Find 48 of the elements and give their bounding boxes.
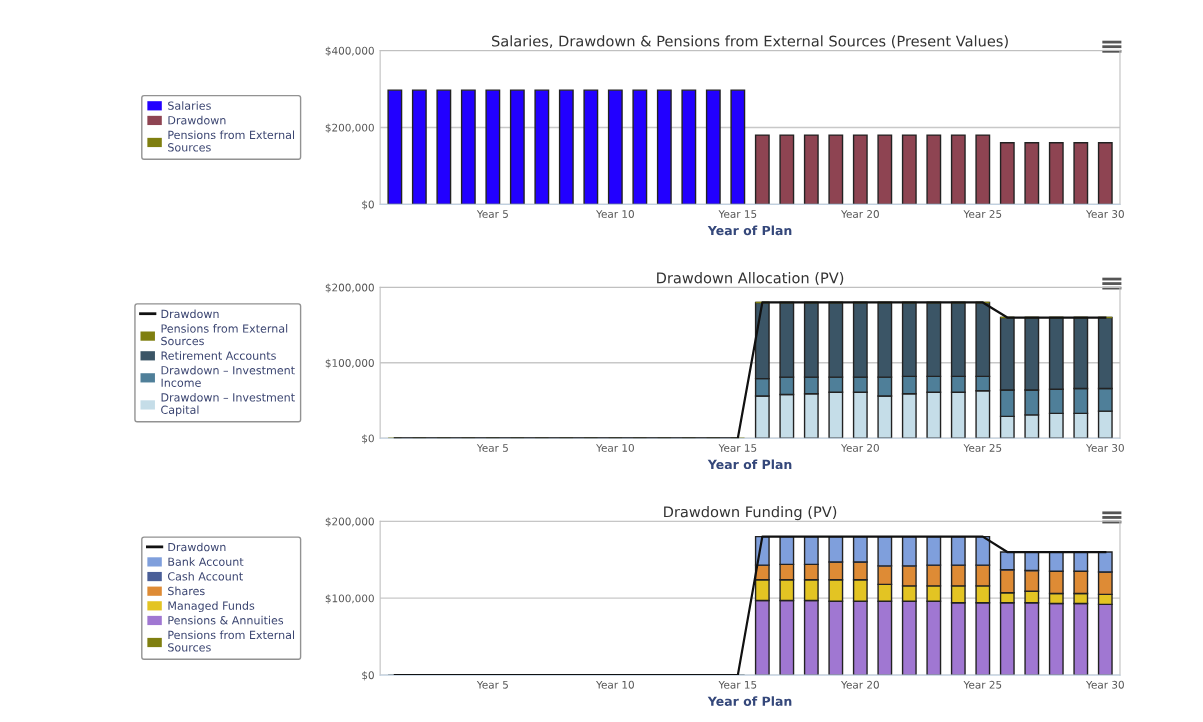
legend-label: Managed Funds — [168, 601, 255, 612]
chart-title: Drawdown Funding (PV) — [664, 506, 837, 521]
legend-label: Drawdown – Investment Capital — [161, 392, 295, 417]
x-tick-label: Year 20 — [840, 210, 879, 218]
x-tick-label: Year 25 — [963, 680, 1002, 689]
x-tick-label: Year 5 — [476, 210, 508, 218]
x-tick-label: Year 15 — [718, 210, 757, 218]
legend-label: Drawdown — [168, 115, 226, 125]
x-tick-label: Year 10 — [596, 443, 634, 452]
x-tick-label: Year 30 — [1085, 210, 1124, 218]
legend-label: Shares — [168, 586, 205, 596]
x-tick-label: Year 5 — [476, 444, 508, 452]
y-tick-label: $100,000 — [325, 358, 374, 369]
chart-title: Salaries, Drawdown & Pensions from External Sources (Present Values) — [492, 35, 1008, 49]
y-tick-label: $0 — [362, 200, 374, 210]
legend-label: Salaries — [168, 101, 211, 110]
x-tick-label: Year 15 — [718, 444, 757, 452]
legend-label: Pensions from External Sources — [168, 130, 295, 152]
y-tick-label: $200,000 — [325, 123, 374, 133]
x-tick-label: Year 25 — [963, 210, 1002, 218]
y-tick-label: $0 — [362, 434, 374, 444]
x-tick-label: Year 20 — [840, 443, 879, 452]
legend-label: Pensions from External Sources — [161, 324, 288, 346]
legend-label: Drawdown – Investment Income — [161, 365, 295, 387]
legend-label: Pensions from External Sources — [168, 630, 295, 652]
x-tick-label: Year 5 — [476, 680, 508, 689]
x-axis-title: Year of Plan — [707, 459, 792, 470]
x-axis-title: Year of Plan — [707, 225, 792, 236]
legend-label: Cash Account — [167, 571, 243, 581]
x-tick-label: Year 30 — [1085, 443, 1124, 452]
legend-label: Retirement Accounts — [161, 351, 276, 360]
x-tick-label: Year 10 — [596, 680, 634, 689]
x-tick-label: Year 15 — [718, 680, 757, 689]
y-tick-label: $200,000 — [325, 283, 374, 293]
legend-label: Drawdown — [168, 542, 226, 552]
y-tick-label: $100,000 — [325, 594, 374, 604]
legend-label: Bank Account — [168, 557, 244, 566]
x-tick-label: Year 20 — [840, 680, 879, 689]
y-tick-label: $0 — [362, 671, 374, 681]
x-tick-label: Year 30 — [1085, 680, 1124, 689]
x-tick-label: Year 10 — [596, 210, 634, 218]
x-axis-title: Year of Plan — [707, 696, 792, 706]
x-tick-label: Year 25 — [963, 443, 1002, 452]
chart-title: Drawdown Allocation (PV) — [657, 272, 844, 286]
y-tick-label: $200,000 — [325, 517, 374, 527]
legend-label: Pensions & Annuities — [168, 615, 284, 625]
y-tick-label: $400,000 — [325, 46, 374, 57]
legend-label: Drawdown — [161, 309, 219, 319]
